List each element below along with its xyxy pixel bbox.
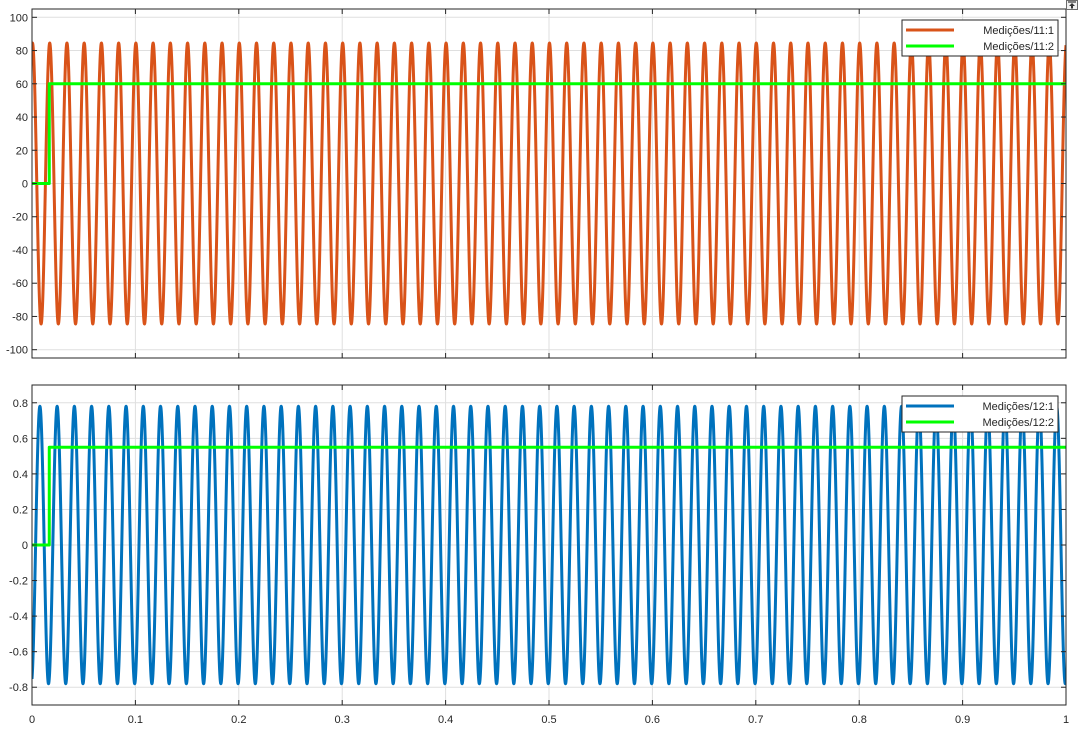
x-tick-label: 1: [1063, 714, 1069, 726]
legend-label: Medições/12:1: [982, 401, 1054, 413]
y-tick-label: 0.2: [13, 504, 28, 516]
y-tick-label: -0.2: [9, 576, 28, 588]
x-tick-label: 0.5: [541, 714, 556, 726]
y-tick-label: -0.6: [9, 647, 28, 659]
legend[interactable]: Medições/11:1 Medições/11:2: [901, 19, 1059, 57]
y-tick-label: -40: [12, 245, 28, 257]
y-tick-label: -0.4: [9, 611, 28, 623]
series-line: [32, 41, 1066, 326]
y-tick-label: 0.6: [13, 433, 28, 445]
y-tick-label: 0.8: [13, 398, 28, 410]
y-tick-label: 0: [22, 540, 28, 552]
y-tick-label: 20: [16, 145, 28, 157]
restore-axes-icon: [1068, 1, 1076, 9]
axes-2[interactable]: -0.8 -0.6 -0.4 -0.2 0 0.2 0.4 0.6 0.8 0 0.1 0.2 0.3 0…: [9, 384, 1069, 726]
y-tick-label: 40: [16, 112, 28, 124]
x-tick-label: 0.2: [231, 714, 246, 726]
legend[interactable]: Medições/12:1 Medições/12:2: [901, 395, 1059, 433]
x-tick-label: 0.4: [438, 714, 453, 726]
y-tick-label: -100: [6, 345, 28, 357]
y-tick-label: -0.8: [9, 682, 28, 694]
y-tick-label: 60: [16, 79, 28, 91]
x-tick-label: 0.8: [852, 714, 867, 726]
y-tick-label: -60: [12, 278, 28, 290]
y-tick-label: 100: [10, 12, 28, 24]
series-line: [32, 445, 1066, 547]
legend-box: [901, 395, 1059, 433]
legend-box: [901, 19, 1059, 57]
restore-axes-button[interactable]: [1066, 0, 1078, 10]
axes-1[interactable]: -100 -80 -60 -40 -20 0 20 40 60 80 100 Medições/11:…: [6, 8, 1067, 359]
x-tick-label: 0.7: [748, 714, 763, 726]
legend-label: Medições/11:1: [983, 25, 1054, 37]
x-tick-label: 0: [29, 714, 35, 726]
series-line: [32, 404, 1066, 686]
x-tick-label: 0.3: [335, 714, 350, 726]
y-tick-label: -80: [12, 311, 28, 323]
legend-label: Medições/12:2: [982, 417, 1054, 429]
y-tick-label: -20: [12, 212, 28, 224]
x-tick-label: 0.9: [955, 714, 970, 726]
y-tick-label: 0: [22, 179, 28, 191]
series-line: [32, 82, 1066, 185]
y-tick-label: 0.4: [13, 469, 28, 481]
legend-label: Medições/11:2: [983, 41, 1054, 53]
x-tick-label: 0.6: [645, 714, 660, 726]
x-tick-label: 0.1: [128, 714, 143, 726]
y-tick-label: 80: [16, 46, 28, 58]
